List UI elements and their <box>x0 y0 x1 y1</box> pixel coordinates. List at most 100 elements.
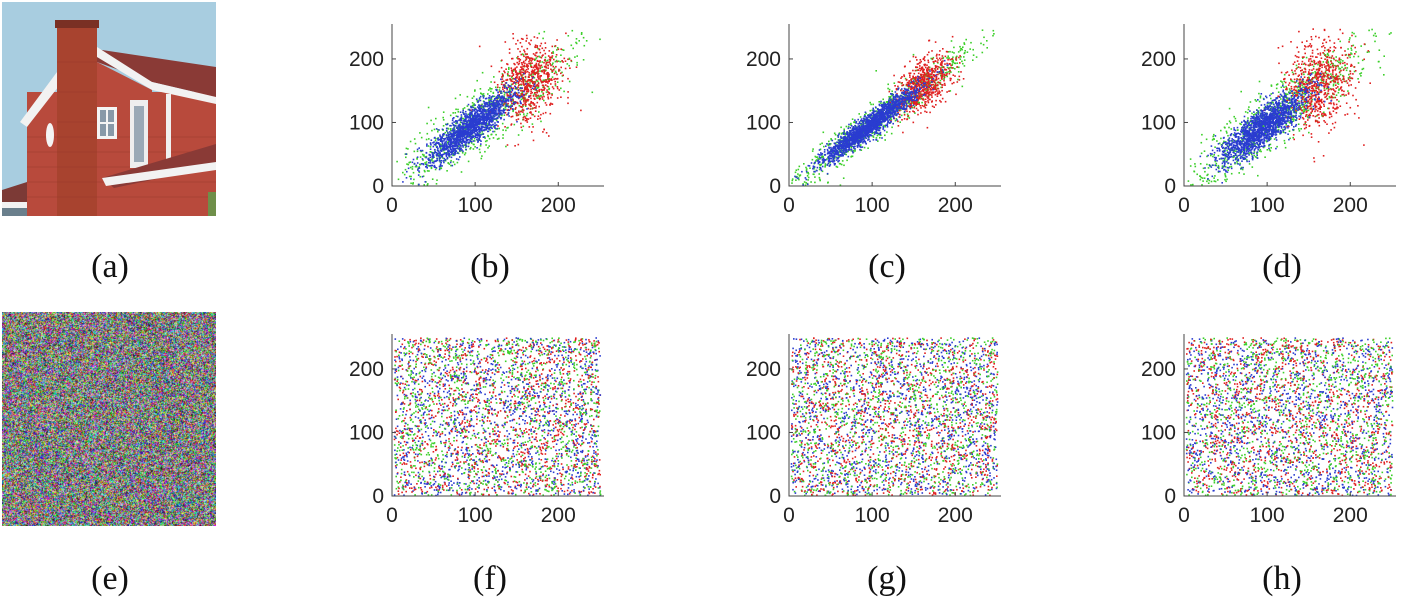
scatter-point <box>482 95 485 97</box>
scatter-point <box>820 163 823 166</box>
scatter-point <box>543 69 545 72</box>
scatter-point <box>941 72 943 75</box>
scatter-point <box>409 166 412 169</box>
scatter-point <box>471 122 474 125</box>
scatter-point <box>857 118 859 121</box>
scatter-point <box>880 102 882 104</box>
scatter-point <box>513 102 515 104</box>
scatter-point <box>941 97 944 100</box>
scatter-point <box>518 84 520 86</box>
scatter-point <box>513 92 516 94</box>
scatter-point <box>477 101 479 104</box>
scatter-point <box>476 79 478 82</box>
scatter-point <box>447 131 449 134</box>
scatter-point <box>534 98 536 100</box>
scatter-point <box>522 105 524 108</box>
scatter-point <box>529 57 531 60</box>
scatter-point <box>473 125 475 127</box>
scatter-point <box>906 100 908 102</box>
scatter-point <box>462 138 465 140</box>
scatter-point <box>917 63 920 65</box>
scatter-point <box>912 101 915 103</box>
scatter-point <box>520 93 523 95</box>
scatter-point <box>405 153 407 155</box>
scatter-point <box>460 131 463 133</box>
scatter-point <box>447 128 450 130</box>
scatter-point <box>537 85 540 87</box>
scatter-point <box>459 137 461 140</box>
scatter-point <box>900 77 902 79</box>
scatter-point <box>459 94 461 96</box>
scatter-point <box>538 89 540 92</box>
scatter-point <box>462 139 465 142</box>
scatter-point <box>874 110 876 113</box>
scatter-point <box>521 97 524 100</box>
scatter-point <box>519 59 522 61</box>
scatter-point <box>512 110 514 113</box>
scatter-point <box>891 93 894 95</box>
scatter-point <box>937 73 939 76</box>
scatter-point <box>538 98 541 101</box>
scatter-point <box>426 167 428 169</box>
scatter-point <box>413 178 415 181</box>
scatter-point <box>888 99 890 101</box>
scatter-point <box>965 38 967 41</box>
scatter-point <box>907 105 910 107</box>
scatter-point <box>450 153 453 156</box>
scatter-point <box>466 135 468 138</box>
scatter-point <box>553 68 555 71</box>
scatter-point <box>930 68 932 71</box>
scatter-point <box>478 120 480 122</box>
scatter-point <box>522 118 525 121</box>
scatter-point <box>452 117 454 120</box>
scatter-point <box>572 47 574 50</box>
scatter-point <box>434 139 437 142</box>
scatter-point <box>902 84 905 86</box>
scatter-point <box>444 148 446 150</box>
scatter-point <box>471 132 474 135</box>
scatter-point <box>424 170 426 173</box>
scatter-point <box>516 88 518 90</box>
scatter-point <box>437 130 439 133</box>
scatter-point <box>455 130 458 133</box>
scatter-point <box>545 65 547 67</box>
scatter-point <box>463 134 466 136</box>
scatter-point <box>537 94 539 97</box>
scatter-point <box>920 93 922 95</box>
scatter-point <box>431 158 433 160</box>
scatter-point <box>921 104 924 107</box>
scatter-point <box>864 114 866 116</box>
scatter-point <box>576 61 578 64</box>
scatter-point <box>599 38 601 41</box>
scatter-point <box>517 39 519 42</box>
scatter-point <box>404 168 407 171</box>
scatter-point <box>433 141 435 143</box>
scatter-point <box>538 63 540 65</box>
scatter-point <box>510 123 513 125</box>
scatter-point <box>925 66 927 69</box>
scatter-point <box>798 175 801 177</box>
scatter-point <box>919 73 922 76</box>
scatter-point <box>875 132 877 134</box>
scatter-point <box>918 97 921 100</box>
scatter-point <box>535 107 537 109</box>
scatter-point <box>532 82 534 85</box>
scatter-point <box>530 79 533 81</box>
scatter-point <box>802 183 804 185</box>
scatter-point <box>502 110 505 112</box>
scatter-point <box>509 91 512 93</box>
scatter-point <box>461 144 464 147</box>
scatter-point <box>897 125 900 127</box>
scatter-point <box>405 177 408 179</box>
scatter-point <box>936 71 939 73</box>
scatter-point <box>527 57 530 59</box>
scatter-point <box>916 96 919 98</box>
scatter-point <box>506 91 508 94</box>
scatter-point <box>931 67 933 70</box>
scatter-point <box>938 54 941 56</box>
scatter-point <box>452 144 454 147</box>
scatter-point <box>578 40 580 42</box>
scatter-point <box>915 84 918 86</box>
scatter-point <box>450 124 452 127</box>
scatter-point <box>558 68 560 71</box>
